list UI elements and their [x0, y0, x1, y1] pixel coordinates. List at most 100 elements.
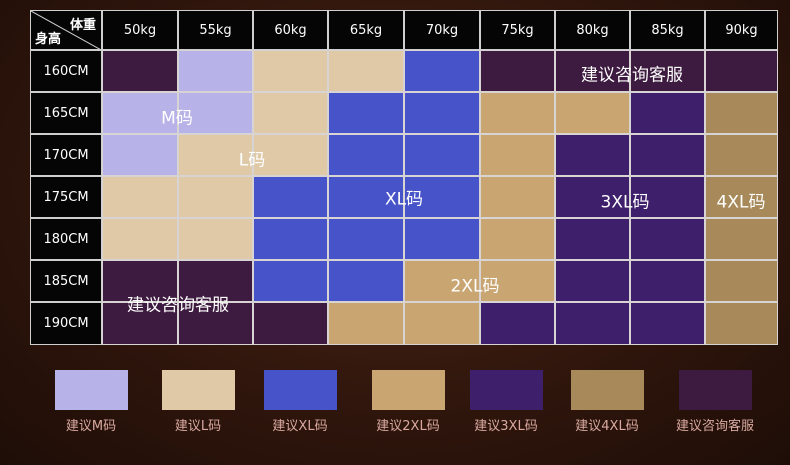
size-cell	[253, 50, 328, 92]
region-label: XL码	[384, 189, 424, 210]
size-cell	[705, 260, 778, 302]
legend-swatch	[372, 370, 445, 410]
size-cell	[705, 50, 778, 92]
size-cell	[178, 218, 253, 260]
size-cell	[253, 302, 328, 345]
legend-swatch	[55, 370, 128, 410]
size-cell	[328, 50, 404, 92]
weight-header: 90kg	[705, 10, 778, 50]
region-label: M码	[161, 108, 193, 129]
region-label: 建议咨询客服	[581, 65, 683, 86]
legend-label: 建议3XL码	[474, 419, 538, 434]
weight-header: 60kg	[253, 10, 328, 50]
size-cell	[404, 92, 480, 134]
size-cell	[102, 218, 178, 260]
region-label: 3XL码	[600, 192, 650, 213]
size-cell	[480, 302, 555, 345]
legend-swatch	[264, 370, 337, 410]
size-cell	[253, 134, 328, 176]
size-cell	[555, 302, 630, 345]
weight-header: 80kg	[555, 10, 630, 50]
height-header: 175CM	[30, 176, 102, 218]
weight-header: 50kg	[102, 10, 178, 50]
size-cell	[555, 176, 630, 218]
weight-header: 85kg	[630, 10, 705, 50]
size-cell	[705, 92, 778, 134]
region-label: 4XL码	[716, 192, 766, 213]
size-cell	[328, 134, 404, 176]
size-cell	[253, 218, 328, 260]
size-cell	[555, 134, 630, 176]
height-header: 185CM	[30, 260, 102, 302]
size-cell	[630, 92, 705, 134]
legend-label: 建议4XL码	[575, 419, 639, 434]
size-cell	[328, 218, 404, 260]
size-cell	[102, 260, 178, 302]
height-header: 165CM	[30, 92, 102, 134]
size-cell	[480, 50, 555, 92]
legend-label: 建议XL码	[272, 419, 328, 434]
size-cell	[404, 176, 480, 218]
weight-header: 70kg	[404, 10, 480, 50]
legend-swatch	[679, 370, 752, 410]
size-cell	[253, 176, 328, 218]
size-cell	[555, 218, 630, 260]
height-heading: 身高	[35, 32, 62, 47]
size-cell	[404, 218, 480, 260]
size-cell	[404, 50, 480, 92]
size-cell	[328, 92, 404, 134]
weight-header: 55kg	[178, 10, 253, 50]
size-cell	[404, 134, 480, 176]
legend-label: 建议M码	[65, 419, 117, 434]
region-label: 建议咨询客服	[127, 295, 229, 316]
corner-cell: 体重 身高	[30, 10, 102, 50]
size-cell	[555, 260, 630, 302]
height-header: 160CM	[30, 50, 102, 92]
height-header: 180CM	[30, 218, 102, 260]
size-cell	[102, 176, 178, 218]
legend-swatch	[470, 370, 543, 410]
size-cell	[630, 50, 705, 92]
diagonal	[31, 11, 101, 49]
legend-label: 建议2XL码	[376, 419, 440, 434]
size-cell	[705, 218, 778, 260]
size-cell	[178, 176, 253, 218]
size-cell	[178, 260, 253, 302]
size-cell	[328, 176, 404, 218]
size-cell	[404, 260, 480, 302]
weight-heading: 体重	[69, 18, 96, 33]
region-label: L码	[238, 150, 266, 171]
height-header: 170CM	[30, 134, 102, 176]
size-cell	[102, 134, 178, 176]
size-cell	[480, 218, 555, 260]
size-cell	[328, 260, 404, 302]
size-cell	[178, 134, 253, 176]
size-cell	[630, 302, 705, 345]
size-cell	[705, 302, 778, 345]
size-cell	[705, 176, 778, 218]
legend-swatch	[162, 370, 235, 410]
size-cell	[630, 176, 705, 218]
size-cell	[705, 134, 778, 176]
size-cell	[404, 302, 480, 345]
legend-label: 建议L码	[174, 419, 222, 434]
size-cell	[253, 260, 328, 302]
size-cell	[630, 218, 705, 260]
size-cell	[480, 92, 555, 134]
size-cell	[102, 302, 178, 345]
legend-label: 建议咨询客服	[675, 419, 755, 434]
size-cell	[630, 134, 705, 176]
size-cell	[253, 92, 328, 134]
size-cell	[102, 92, 178, 134]
size-cell	[178, 50, 253, 92]
size-cell	[328, 302, 404, 345]
weight-header: 75kg	[480, 10, 555, 50]
size-cell	[480, 260, 555, 302]
size-cell	[630, 260, 705, 302]
size-cell	[178, 302, 253, 345]
region-label: 2XL码	[450, 276, 500, 297]
size-cell	[555, 92, 630, 134]
size-cell	[480, 176, 555, 218]
weight-header: 65kg	[328, 10, 404, 50]
